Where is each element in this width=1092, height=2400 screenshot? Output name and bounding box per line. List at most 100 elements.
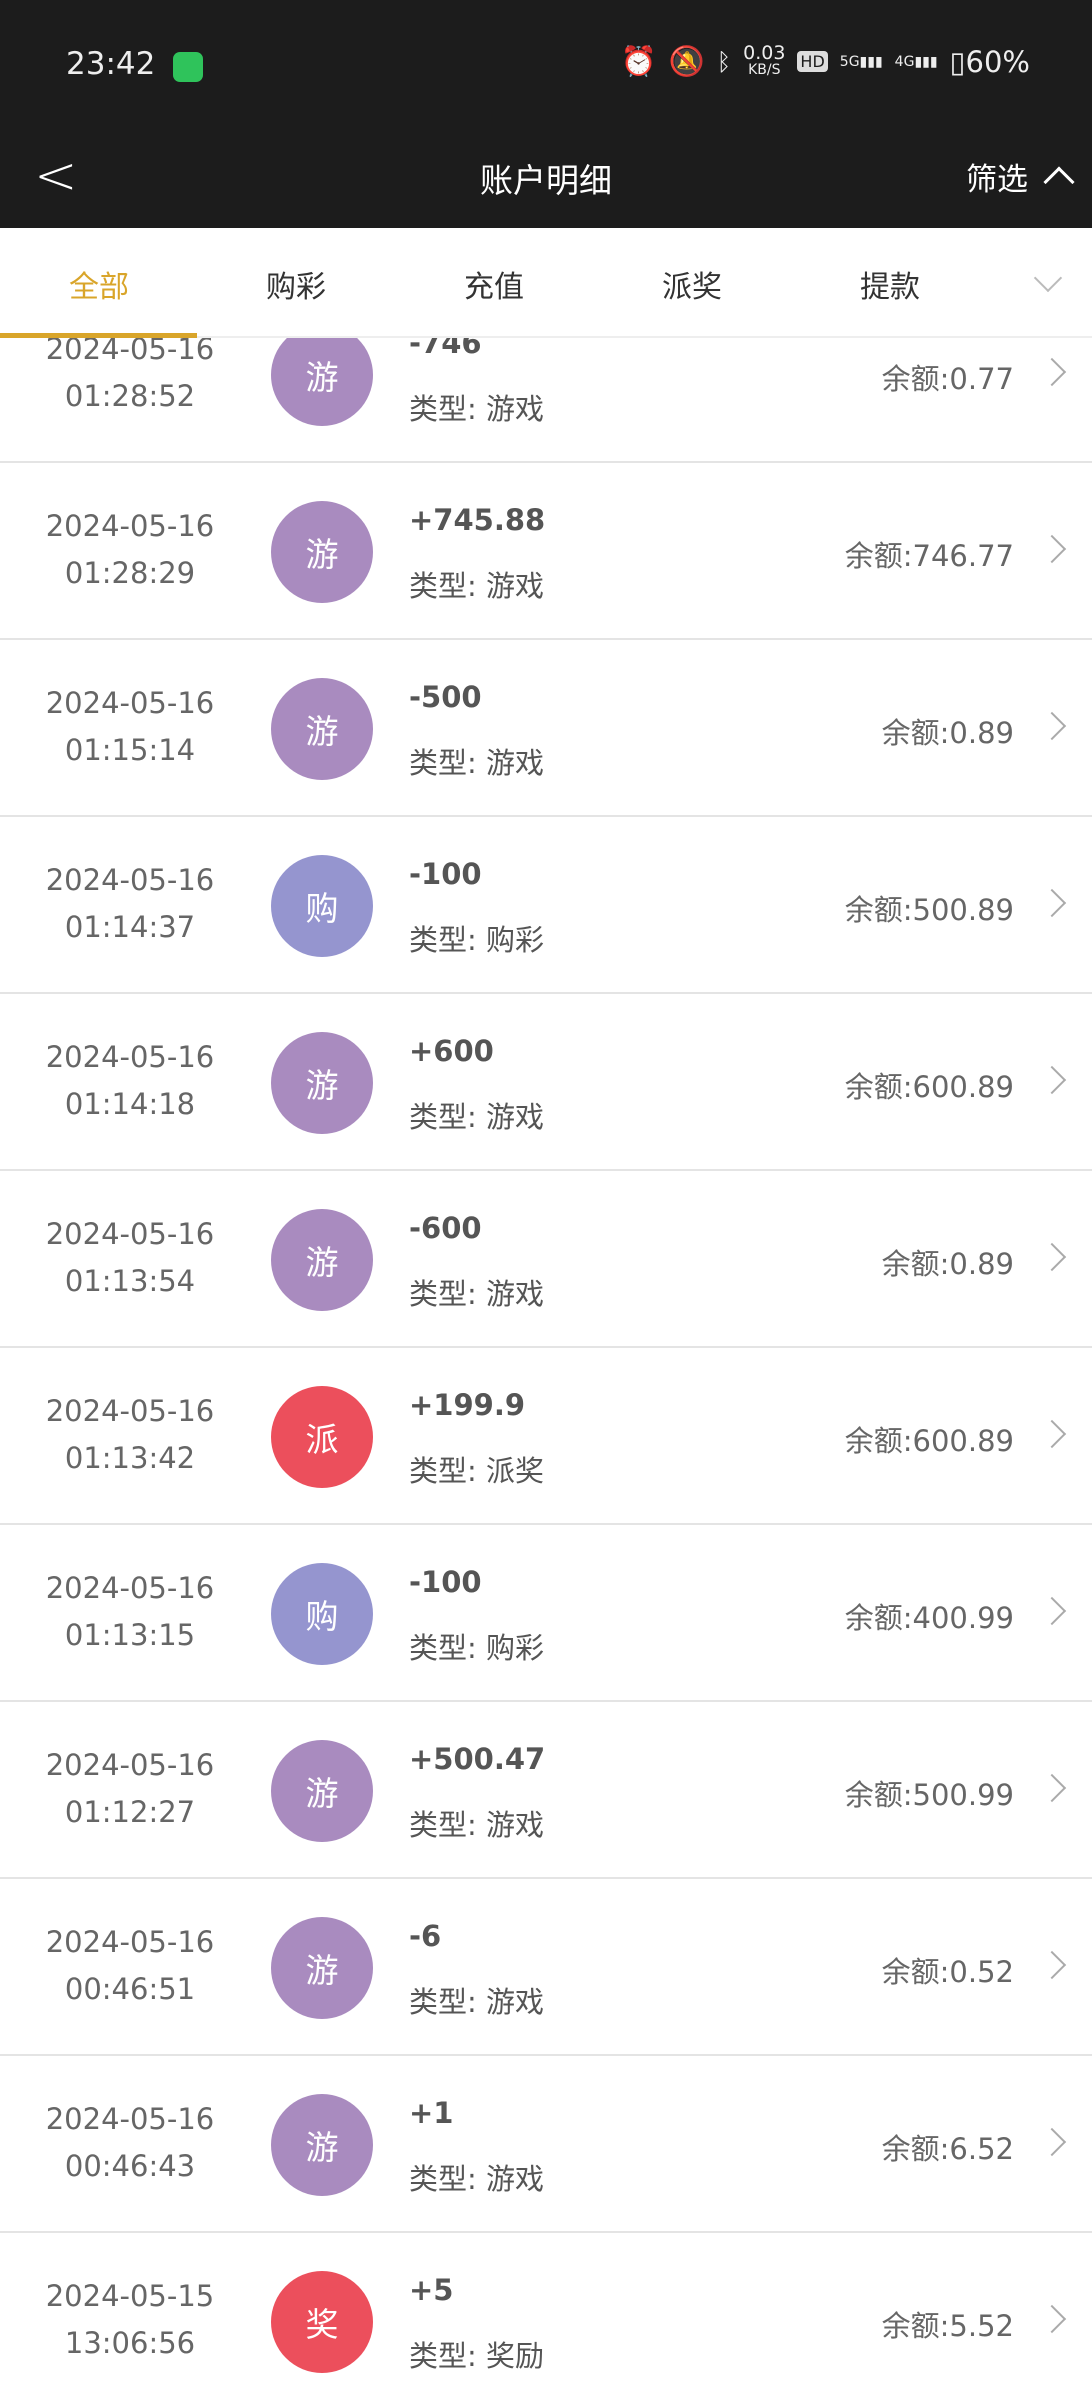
record-type: 类型: 游戏 <box>409 2162 544 2196</box>
net1-label: 5G <box>839 53 860 70</box>
filter-button[interactable]: 筛选 <box>966 154 1075 199</box>
nav-bar: < 账户明细 筛选 <box>0 130 1092 228</box>
chevron-right-icon <box>1037 1950 1067 1980</box>
record-type-badge: 游 <box>271 1032 373 1134</box>
net2-label: 4G <box>894 53 915 70</box>
record-type: 类型: 游戏 <box>409 1985 544 2019</box>
list-item[interactable]: 2024-05-16 01:28:29 游 +745.88 类型: 游戏 余额:… <box>0 463 1092 640</box>
list-item[interactable]: 2024-05-16 01:15:14 游 -500 类型: 游戏 余额:0.8… <box>0 640 1092 817</box>
net-speed-value: 0.03 <box>743 41 786 64</box>
record-time: 01:14:37 <box>64 910 196 944</box>
record-amount: -600 <box>409 1211 482 1245</box>
active-tab-indicator <box>0 333 197 338</box>
record-type: 类型: 游戏 <box>409 392 544 426</box>
record-balance: 余额:400.99 <box>844 1601 1014 1635</box>
tab-bar: 全部 购彩 充值 派奖 提款 <box>0 228 1092 338</box>
record-type-badge: 游 <box>271 2094 373 2196</box>
battery-icon: ▯ <box>949 44 966 79</box>
tab-all[interactable]: 全部 <box>69 270 129 305</box>
record-type: 类型: 购彩 <box>409 1631 544 1665</box>
record-type: 类型: 游戏 <box>409 1100 544 1134</box>
record-type-badge: 游 <box>271 501 373 603</box>
status-icons: ⏰ 🔕 ᛒ 0.03 KB/S HD 5G▮▮▮ 4G▮▮▮ ▯60% <box>620 41 1030 79</box>
record-type-badge: 游 <box>271 1917 373 2019</box>
record-amount: +199.9 <box>409 1388 526 1422</box>
record-type-badge: 游 <box>271 678 373 780</box>
alarm-icon: ⏰ <box>620 44 657 78</box>
signal-5g-icon: 5G▮▮▮ <box>839 53 883 70</box>
list-item[interactable]: 2024-05-16 00:46:51 游 -6 类型: 游戏 余额:0.52 <box>0 1879 1092 2056</box>
record-date: 2024-05-16 <box>45 1217 215 1251</box>
battery: ▯60% <box>950 45 1030 79</box>
net-speed-unit: KB/S <box>748 61 781 78</box>
record-amount: +5 <box>409 2273 454 2307</box>
back-button[interactable]: < <box>34 146 78 206</box>
list-item[interactable]: 2024-05-16 01:12:27 游 +500.47 类型: 游戏 余额:… <box>0 1702 1092 1879</box>
list-item[interactable]: 2024-05-16 01:13:54 游 -600 类型: 游戏 余额:0.8… <box>0 1171 1092 1348</box>
chevron-right-icon <box>1037 534 1067 564</box>
record-amount: -500 <box>409 680 482 714</box>
list-item[interactable]: 2024-05-16 01:14:18 游 +600 类型: 游戏 余额:600… <box>0 994 1092 1171</box>
record-type: 类型: 奖励 <box>409 2339 544 2373</box>
record-type-badge: 购 <box>271 855 373 957</box>
status-bar: 23:42 ⏰ 🔕 ᛒ 0.03 KB/S HD 5G▮▮▮ 4G▮▮▮ ▯60% <box>0 0 1092 130</box>
chevron-right-icon <box>1037 2304 1067 2334</box>
chevron-up-icon <box>1043 165 1075 198</box>
list-item[interactable]: 2024-05-16 01:13:42 派 +199.9 类型: 派奖 余额:6… <box>0 1348 1092 1525</box>
chevron-right-icon <box>1037 2127 1067 2157</box>
record-balance: 余额:0.89 <box>881 1247 1014 1281</box>
record-amount: -100 <box>409 857 482 891</box>
record-date: 2024-05-16 <box>45 1925 215 1959</box>
record-date: 2024-05-16 <box>45 1394 215 1428</box>
battery-percent: 60% <box>965 44 1030 79</box>
record-date: 2024-05-16 <box>45 1748 215 1782</box>
record-date: 2024-05-16 <box>45 686 215 720</box>
mute-icon: 🔕 <box>668 44 705 78</box>
record-type-badge: 游 <box>271 1209 373 1311</box>
tab-recharge[interactable]: 充值 <box>464 270 524 305</box>
record-type: 类型: 游戏 <box>409 746 544 780</box>
tab-withdraw[interactable]: 提款 <box>860 270 920 305</box>
record-time: 00:46:43 <box>64 2149 196 2183</box>
chevron-right-icon <box>1037 357 1067 387</box>
record-amount: -100 <box>409 1565 482 1599</box>
tab-prize[interactable]: 派奖 <box>662 270 722 305</box>
record-time: 01:28:52 <box>64 379 196 413</box>
record-date: 2024-05-16 <box>45 1040 215 1074</box>
record-time: 01:28:29 <box>64 556 196 590</box>
list-item[interactable]: 2024-05-15 13:06:56 奖 +5 类型: 奖励 余额:5.52 <box>0 2233 1092 2400</box>
record-type-badge: 派 <box>271 1386 373 1488</box>
list-item[interactable]: 2024-05-16 00:46:43 游 +1 类型: 游戏 余额:6.52 <box>0 2056 1092 2233</box>
filter-label: 筛选 <box>966 162 1028 198</box>
list-item[interactable]: 2024-05-16 01:13:15 购 -100 类型: 购彩 余额:400… <box>0 1525 1092 1702</box>
record-date: 2024-05-16 <box>45 863 215 897</box>
record-type: 类型: 购彩 <box>409 923 544 957</box>
record-time: 01:13:15 <box>64 1618 196 1652</box>
chevron-right-icon <box>1037 1242 1067 1272</box>
record-balance: 余额:5.52 <box>881 2309 1014 2343</box>
record-type-badge: 游 <box>271 338 373 426</box>
record-amount: -746 <box>409 338 482 360</box>
record-balance: 余额:500.99 <box>844 1778 1014 1812</box>
list-item[interactable]: 2024-05-16 01:28:52 游 -746 类型: 游戏 余额:0.7… <box>0 338 1092 463</box>
record-date: 2024-05-15 <box>45 2279 215 2313</box>
record-time: 01:14:18 <box>64 1087 196 1121</box>
record-balance: 余额:600.89 <box>844 1070 1014 1104</box>
record-time: 01:13:54 <box>64 1264 196 1298</box>
record-balance: 余额:0.52 <box>881 1955 1014 1989</box>
record-list[interactable]: 2024-05-16 01:28:52 游 -746 类型: 游戏 余额:0.7… <box>0 338 1092 2400</box>
record-amount: +1 <box>409 2096 454 2130</box>
chevron-right-icon <box>1037 711 1067 741</box>
chevron-right-icon <box>1037 1596 1067 1626</box>
record-amount: +600 <box>409 1034 494 1068</box>
record-date: 2024-05-16 <box>45 2102 215 2136</box>
record-balance: 余额:0.89 <box>881 716 1014 750</box>
message-notification-icon <box>173 52 203 82</box>
chevron-down-icon[interactable] <box>1033 263 1063 293</box>
record-balance: 余额:746.77 <box>844 539 1014 573</box>
list-item[interactable]: 2024-05-16 01:14:37 购 -100 类型: 购彩 余额:500… <box>0 817 1092 994</box>
record-balance: 余额:0.77 <box>881 362 1014 396</box>
page-title: 账户明细 <box>480 161 612 200</box>
tab-buy[interactable]: 购彩 <box>266 270 326 305</box>
record-amount: +500.47 <box>409 1742 546 1776</box>
